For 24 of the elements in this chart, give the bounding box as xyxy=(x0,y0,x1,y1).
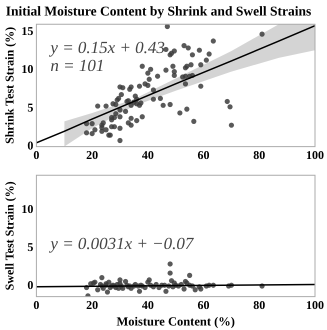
annotation: y = 0.15x + 0.43 xyxy=(48,38,165,58)
annotation: y = 0.0031x + −0.07 xyxy=(48,234,195,253)
y-tick-label: 5 xyxy=(27,100,34,114)
x-tick-label: 60 xyxy=(198,148,210,162)
y-tick-label: 10 xyxy=(21,62,34,76)
x-tick-label: 100 xyxy=(306,148,324,162)
x-tick-label: 20 xyxy=(86,148,98,162)
x-tick-label: 60 xyxy=(198,298,210,312)
x-axis-title: Moisture Content (%) xyxy=(116,314,235,329)
y-axis-title: Swell Test Strain (%) xyxy=(2,181,16,290)
x-tick-label: 40 xyxy=(142,148,154,162)
y-tick-label: 10 xyxy=(21,202,34,216)
x-tick-label: 80 xyxy=(253,298,266,312)
y-tick-label: 15 xyxy=(21,24,34,38)
annotation: n = 101 xyxy=(50,56,104,76)
x-tick-label: 80 xyxy=(253,148,266,162)
x-tick-label: 20 xyxy=(86,298,98,312)
y-axis-title: Shrink Test Strain (%) xyxy=(2,26,16,144)
x-tick-label: 100 xyxy=(306,298,324,312)
y-tick-label: 0 xyxy=(27,138,34,153)
y-tick-label: 0 xyxy=(27,278,34,292)
x-tick-label: 40 xyxy=(142,298,154,312)
chart-title: Initial Moisture Content by Shrink and Swell Strains xyxy=(6,4,312,19)
y-tick-label: 5 xyxy=(27,240,34,254)
